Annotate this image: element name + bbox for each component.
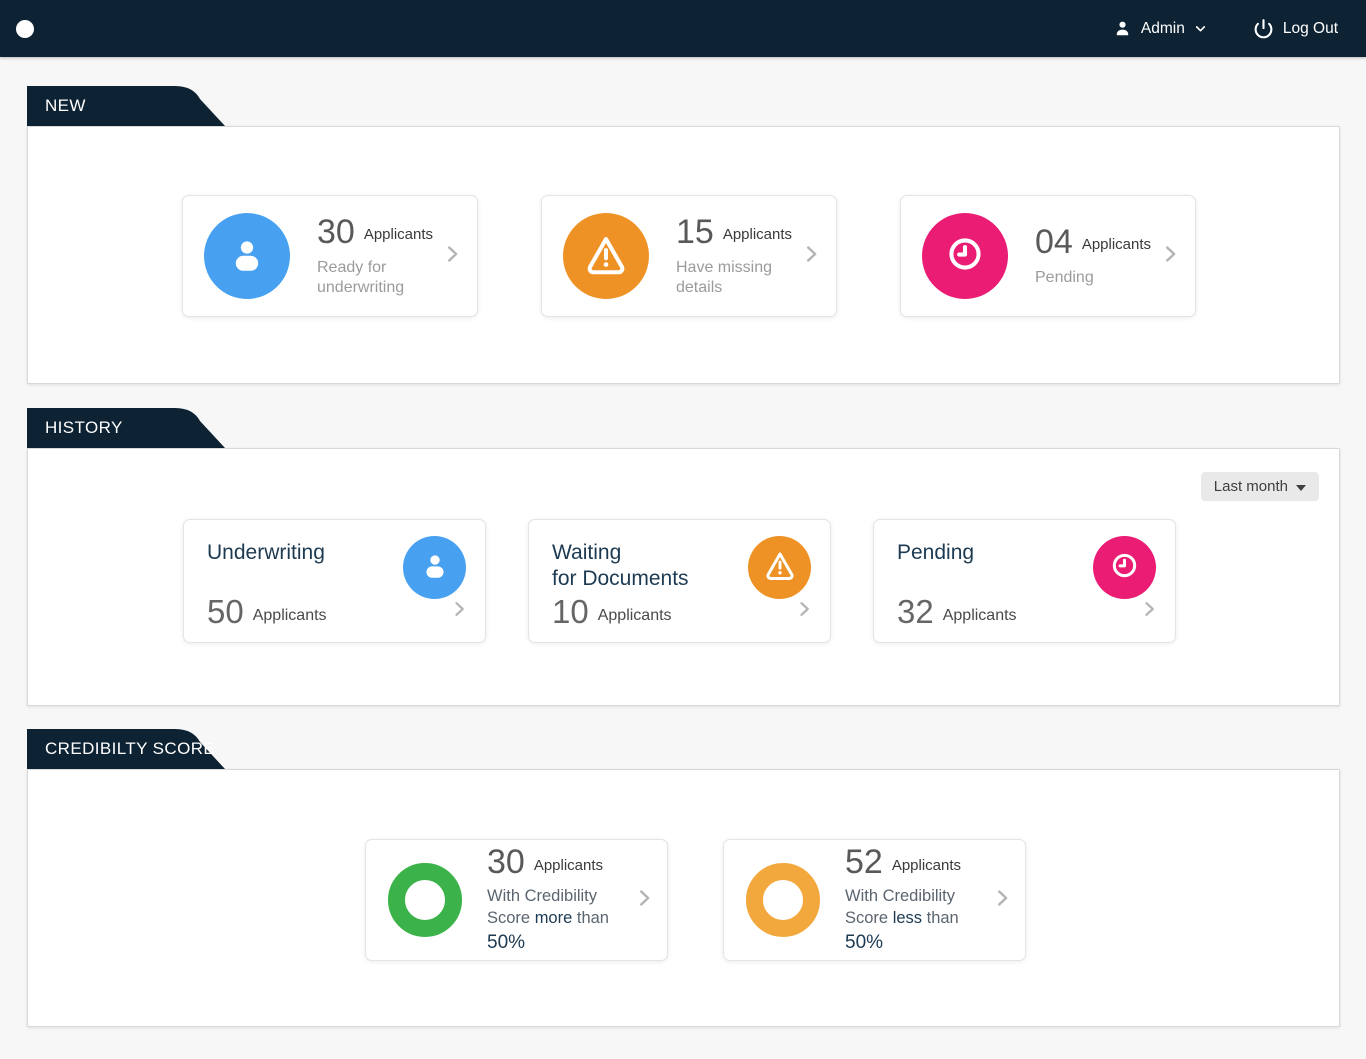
warning-icon xyxy=(583,231,629,282)
chevron-right-icon[interactable] xyxy=(449,599,469,624)
navbar: Admin Log Out xyxy=(0,0,1366,57)
logout-button[interactable]: Log Out xyxy=(1253,18,1338,39)
section-new: NEW 30 Applicants Ready for under xyxy=(27,86,1340,384)
credibility-card-above-50[interactable]: 30 Applicants With Credibility Score mor… xyxy=(365,839,668,961)
new-card-ready-for-underwriting[interactable]: 30 Applicants Ready for underwriting xyxy=(182,195,478,317)
applicant-count: 50 xyxy=(207,593,244,630)
applicant-unit: Applicants xyxy=(533,856,604,874)
chevron-right-icon[interactable] xyxy=(441,243,463,270)
chevron-right-icon[interactable] xyxy=(1139,599,1159,624)
section-history: HISTORY Last month Underwriting xyxy=(27,408,1340,706)
card-subtitle: Have missing details xyxy=(676,258,773,296)
new-card-missing-details[interactable]: 15 Applicants Have missing details xyxy=(541,195,837,317)
card-icon-circle xyxy=(403,536,466,599)
applicant-unit: Applicants xyxy=(891,856,962,874)
section-title-credibility: CREDIBILTY SCORE xyxy=(45,739,216,758)
history-card-waiting-for-documents[interactable]: Waiting for Documents 10 Applicants xyxy=(528,519,831,643)
history-card-title: Waiting for Documents xyxy=(552,541,689,591)
chevron-right-icon[interactable] xyxy=(794,599,814,624)
card-subtitle: Ready for underwriting xyxy=(317,258,405,296)
applicant-count: 32 xyxy=(897,593,934,630)
logout-label: Log Out xyxy=(1282,19,1338,37)
chevron-right-icon[interactable] xyxy=(1159,243,1181,270)
admin-label: Admin xyxy=(1140,19,1185,37)
user-icon xyxy=(226,233,268,280)
card-icon-circle xyxy=(204,213,290,299)
history-card-title: Pending xyxy=(897,541,975,564)
applicant-unit: Applicants xyxy=(363,226,434,243)
section-title-new: NEW xyxy=(45,96,86,115)
card-icon-circle xyxy=(563,213,649,299)
card-description: With Credibility Score more than 50% xyxy=(487,887,609,953)
power-icon xyxy=(1253,18,1274,39)
applicant-count: 15 xyxy=(676,212,714,251)
clock-icon xyxy=(1108,549,1141,587)
donut-ring-icon xyxy=(388,863,462,937)
applicant-count: 30 xyxy=(317,212,355,251)
admin-menu[interactable]: Admin xyxy=(1113,19,1207,38)
applicant-unit: Applicants xyxy=(1081,236,1152,253)
section-credibility-score: CREDIBILTY SCORE 30 Applicants With Cred… xyxy=(27,729,1340,1027)
card-description: With Credibility Score less than 50% xyxy=(845,887,959,953)
caret-down-icon xyxy=(1296,478,1306,495)
period-filter-dropdown[interactable]: Last month xyxy=(1200,472,1319,501)
section-tab-credibility: CREDIBILTY SCORE xyxy=(27,729,225,769)
applicant-unit: Applicants xyxy=(597,606,672,624)
user-icon xyxy=(419,549,451,586)
applicant-unit: Applicants xyxy=(252,606,327,624)
chevron-right-icon[interactable] xyxy=(991,887,1013,914)
history-card-underwriting[interactable]: Underwriting 50 Applicants xyxy=(183,519,486,643)
warning-icon xyxy=(763,548,797,587)
card-icon-circle xyxy=(922,213,1008,299)
user-icon xyxy=(1113,19,1132,38)
chevron-down-icon xyxy=(1194,22,1207,35)
card-icon-circle xyxy=(1093,536,1156,599)
credibility-card-below-50[interactable]: 52 Applicants With Credibility Score les… xyxy=(723,839,1026,961)
section-title-history: HISTORY xyxy=(45,418,123,437)
section-tab-new: NEW xyxy=(27,86,225,126)
app-logo xyxy=(16,19,34,38)
applicant-count: 04 xyxy=(1035,222,1073,261)
card-subtitle: Pending xyxy=(1035,268,1094,286)
clock-icon xyxy=(943,232,987,281)
section-tab-history: HISTORY xyxy=(27,408,225,448)
new-card-pending[interactable]: 04 Applicants Pending xyxy=(900,195,1196,317)
chevron-right-icon[interactable] xyxy=(633,887,655,914)
panel-credibility: 30 Applicants With Credibility Score mor… xyxy=(27,769,1340,1027)
applicant-count: 10 xyxy=(552,593,589,630)
applicant-unit: Applicants xyxy=(942,606,1017,624)
history-card-title: Underwriting xyxy=(207,541,325,564)
panel-new: 30 Applicants Ready for underwriting xyxy=(27,126,1340,384)
history-card-pending[interactable]: Pending 32 Applicants xyxy=(873,519,1176,643)
card-icon-circle xyxy=(748,536,811,599)
donut-ring-icon xyxy=(746,863,820,937)
chevron-right-icon[interactable] xyxy=(800,243,822,270)
applicant-unit: Applicants xyxy=(722,226,793,243)
panel-history: Last month Underwriting xyxy=(27,448,1340,706)
applicant-count: 52 xyxy=(845,843,883,882)
period-filter-label: Last month xyxy=(1213,478,1288,495)
applicant-count: 30 xyxy=(487,843,525,882)
